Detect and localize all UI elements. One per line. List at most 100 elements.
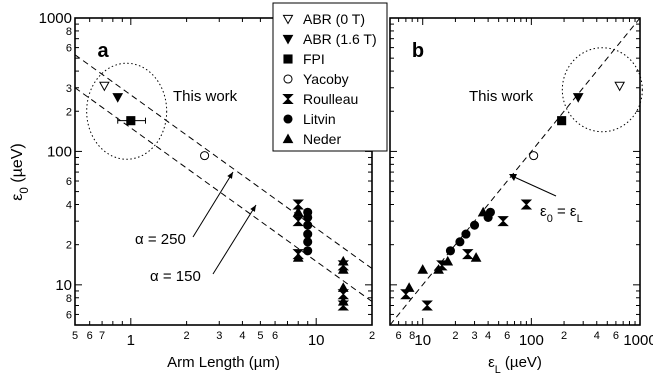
point-neder [477, 206, 489, 217]
x-tick-label: 5 [72, 330, 78, 342]
point-neder [292, 252, 304, 262]
legend-label-2: FPI [303, 51, 325, 67]
x-tick-label: 7 [99, 330, 105, 342]
point-litvin [445, 246, 455, 256]
legend-label-1: ABR (1.6 T) [303, 31, 377, 47]
point-fpi [126, 116, 136, 126]
fit-arrow-0 [192, 171, 234, 238]
y-tick-label: 3 [66, 83, 72, 95]
fit-line-label-1: α = 150 [150, 268, 201, 285]
x-tick-label: 2 [452, 330, 458, 342]
fit-line-label-0: α = 250 [135, 231, 186, 248]
point-roulleau [421, 300, 433, 311]
axis-ticks [389, 17, 641, 326]
x-tick-label: 4 [594, 330, 600, 342]
point-yacoby [200, 151, 210, 161]
legend-marker-1 [282, 34, 294, 45]
legend-marker-3 [283, 74, 293, 84]
point-neder [337, 295, 349, 306]
this-work-label: This work [469, 88, 534, 105]
x-tick-label: 4 [239, 330, 245, 342]
x-tick-label: 5 [257, 330, 263, 342]
point-neder [403, 282, 415, 292]
legend-marker-2 [283, 54, 293, 64]
point-roulleau [292, 199, 304, 210]
point-fpi [557, 116, 567, 126]
point-litvin [469, 220, 480, 230]
fit-line-0 [75, 54, 372, 269]
point-litvin [303, 237, 313, 247]
x-axis-title: Arm Length (µm) [167, 354, 280, 371]
fit-arrow-1 [212, 204, 257, 275]
point-litvin [455, 237, 465, 247]
y-tick-label: 6 [66, 176, 72, 188]
legend-marker-0 [282, 14, 294, 25]
x-tick-label: 6 [396, 330, 402, 342]
fit-line-label-eq: ε0 = εL [540, 203, 583, 225]
x-tick-label: 2 [561, 330, 567, 342]
legend-label-0: ABR (0 T) [303, 11, 365, 27]
point-neder [292, 206, 304, 217]
point-litvin [303, 246, 313, 256]
y-axis-title: ε0 (µeV) [9, 143, 31, 200]
point-litvin [303, 220, 313, 230]
fit-arrowhead-1 [250, 205, 256, 212]
x-tick-label: 3 [216, 330, 222, 342]
legend-label-3: Yacoby [303, 71, 349, 87]
x-tick-label: 100 [519, 332, 544, 349]
y-tick-label: 1000 [39, 10, 72, 27]
point-neder [442, 255, 454, 266]
this-work-label: This work [173, 88, 238, 105]
y-tick-label: 6 [66, 43, 72, 55]
y-tick-label: 10 [55, 277, 72, 294]
point-abr-0-t- [99, 81, 110, 92]
point-roulleau [520, 199, 533, 210]
data-markers [99, 81, 349, 311]
x-tick-label: 6 [272, 330, 278, 342]
point-abr-0-t- [614, 81, 626, 92]
legend-label-5: Litvin [303, 111, 336, 127]
fit-line-0 [390, 18, 640, 325]
data-markers [400, 81, 626, 311]
fit-arrowhead-0 [227, 172, 233, 179]
legend-marker-4 [282, 94, 294, 104]
y-tick-label: 8 [66, 293, 72, 305]
x-tick-label: 1 [127, 332, 135, 349]
legend-label-6: Neder [303, 131, 341, 147]
this-work-circle [86, 62, 168, 160]
panel-label: a [97, 40, 109, 62]
x-tick-label: 10 [308, 332, 325, 349]
x-tick-label: 10 [414, 332, 431, 349]
x-tick-label: 6 [87, 330, 93, 342]
point-roulleau [497, 216, 509, 227]
fit-lines [390, 18, 640, 325]
point-litvin [303, 212, 313, 222]
point-neder [470, 252, 482, 262]
plot-frame [389, 17, 641, 326]
point-neder [337, 264, 349, 274]
x-tick-label: 2 [184, 330, 190, 342]
legend-marker-5 [283, 114, 293, 124]
point-neder [337, 282, 349, 292]
x-tick-label: 2 [369, 330, 375, 342]
point-roulleau [292, 216, 304, 227]
legend: ABR (0 T) ABR (1.6 T) FPI Yacoby Roulleau Lit… [272, 2, 388, 152]
fit-arrowhead-eq [509, 174, 517, 181]
y-tick-label: 6 [66, 309, 72, 321]
y-tick-label: 2 [66, 106, 72, 118]
x-tick-label: 6 [504, 330, 510, 342]
plot-frame [74, 17, 373, 326]
point-roulleau [462, 249, 474, 260]
legend-label-4: Roulleau [303, 91, 358, 107]
y-tick-label: 4 [66, 200, 72, 212]
x-tick-label: 3 [471, 330, 477, 342]
y-tick-label: 2 [66, 240, 72, 252]
point-yacoby [529, 151, 539, 161]
x-tick-label: 4 [485, 330, 491, 342]
point-abr-1-6-t- [572, 93, 584, 103]
y-tick-label: 8 [66, 26, 72, 38]
point-neder [433, 264, 444, 274]
x-tick-label: 6 [613, 330, 619, 342]
